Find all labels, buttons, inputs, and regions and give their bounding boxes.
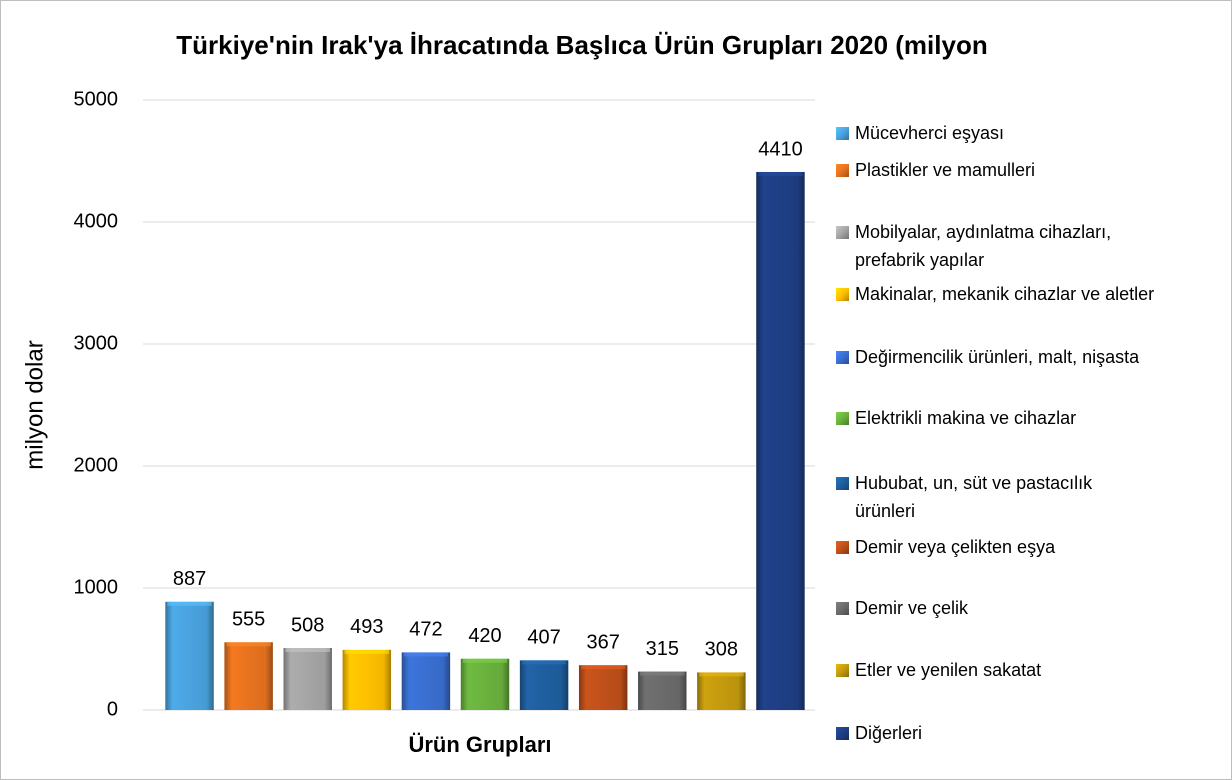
legend-swatch xyxy=(836,412,849,425)
value-label: 887 xyxy=(173,568,206,590)
legend-label: Elektrikli makina ve cihazlar xyxy=(855,408,1077,428)
legend-item: Mücevherci eşyası xyxy=(836,119,1225,147)
value-label: 367 xyxy=(586,632,619,654)
bar xyxy=(519,660,569,710)
y-tick-label: 2000 xyxy=(74,454,119,476)
bar xyxy=(638,671,687,710)
legend-label: Mobilyalar, aydınlatma cihazları, prefab… xyxy=(855,222,1112,270)
value-label: 308 xyxy=(705,639,738,661)
bar-highlight xyxy=(758,171,803,176)
legend-item: Demir veya çelikten eşya xyxy=(836,533,1225,561)
chart-title: Türkiye'nin Irak'ya İhracatında Başlıca … xyxy=(176,30,987,60)
value-label: 315 xyxy=(646,638,679,660)
legend-item: Hububat, un, süt ve pastacılık ürünleri xyxy=(836,469,1155,525)
y-tick-label: 1000 xyxy=(74,576,119,598)
y-tick-label: 4000 xyxy=(74,210,119,232)
legend-label: Demir ve çelik xyxy=(855,598,969,618)
legend-item: Etler ve yenilen sakatat xyxy=(836,656,1225,684)
bar-highlight xyxy=(344,649,390,654)
value-label: 407 xyxy=(527,627,560,649)
bar xyxy=(283,648,332,710)
bar-highlight xyxy=(285,648,330,653)
value-label: 420 xyxy=(468,625,501,647)
legend-swatch xyxy=(836,541,849,554)
legend-swatch xyxy=(836,351,849,364)
legend-swatch xyxy=(836,226,849,239)
legend-swatch xyxy=(836,164,849,177)
bar-highlight xyxy=(403,652,449,657)
value-label: 472 xyxy=(409,619,442,641)
y-tick-label: 0 xyxy=(107,698,118,720)
legend-item: Demir ve çelik xyxy=(836,594,1225,622)
legend-label: Hububat, un, süt ve pastacılık ürünleri xyxy=(855,473,1093,521)
bar-highlight xyxy=(699,672,744,677)
value-label: 4410 xyxy=(758,138,803,160)
value-label: 508 xyxy=(291,614,324,636)
bar xyxy=(578,665,628,710)
bar xyxy=(401,652,451,710)
value-label: 555 xyxy=(232,609,265,631)
bar-highlight xyxy=(462,658,508,663)
legend-swatch xyxy=(836,288,849,301)
legend-swatch xyxy=(836,727,849,740)
x-axis-title: Ürün Grupları xyxy=(408,732,551,757)
legend-swatch xyxy=(836,602,849,615)
bar xyxy=(224,642,273,710)
legend-item: Değirmencilik ürünleri, malt, nişasta xyxy=(836,343,1225,371)
legend-item: Elektrikli makina ve cihazlar xyxy=(836,404,1225,432)
bar-highlight xyxy=(640,671,685,676)
legend-swatch xyxy=(836,477,849,490)
bar xyxy=(756,171,805,711)
legend-item: Diğerleri xyxy=(836,719,1225,747)
bar xyxy=(165,601,214,710)
legend-label: Demir veya çelikten eşya xyxy=(855,537,1056,557)
legend-item: Makinalar, mekanik cihazlar ve aletler xyxy=(836,280,1230,308)
legend-swatch xyxy=(836,127,849,140)
value-label: 493 xyxy=(350,616,383,638)
legend-label: Makinalar, mekanik cihazlar ve aletler xyxy=(855,284,1155,304)
legend-item: Mobilyalar, aydınlatma cihazları, prefab… xyxy=(836,218,1185,274)
bar xyxy=(697,672,746,710)
bar-highlight xyxy=(580,665,626,670)
bar-highlight xyxy=(167,601,212,606)
legend-label: Mücevherci eşyası xyxy=(855,123,1005,143)
bar-highlight xyxy=(226,642,271,647)
bar xyxy=(342,649,392,710)
legend-item: Plastikler ve mamulleri xyxy=(836,156,1225,184)
legend-label: Etler ve yenilen sakatat xyxy=(855,660,1042,680)
legend-label: Diğerleri xyxy=(855,723,923,743)
legend-label: Plastikler ve mamulleri xyxy=(855,160,1036,180)
y-axis-title: milyon dolar xyxy=(21,340,48,469)
y-tick-label: 3000 xyxy=(74,332,119,354)
legend-label: Değirmencilik ürünleri, malt, nişasta xyxy=(855,347,1140,367)
y-tick-label: 5000 xyxy=(74,88,119,110)
legend-swatch xyxy=(836,664,849,677)
bar xyxy=(460,658,510,710)
bar-highlight xyxy=(521,660,567,665)
